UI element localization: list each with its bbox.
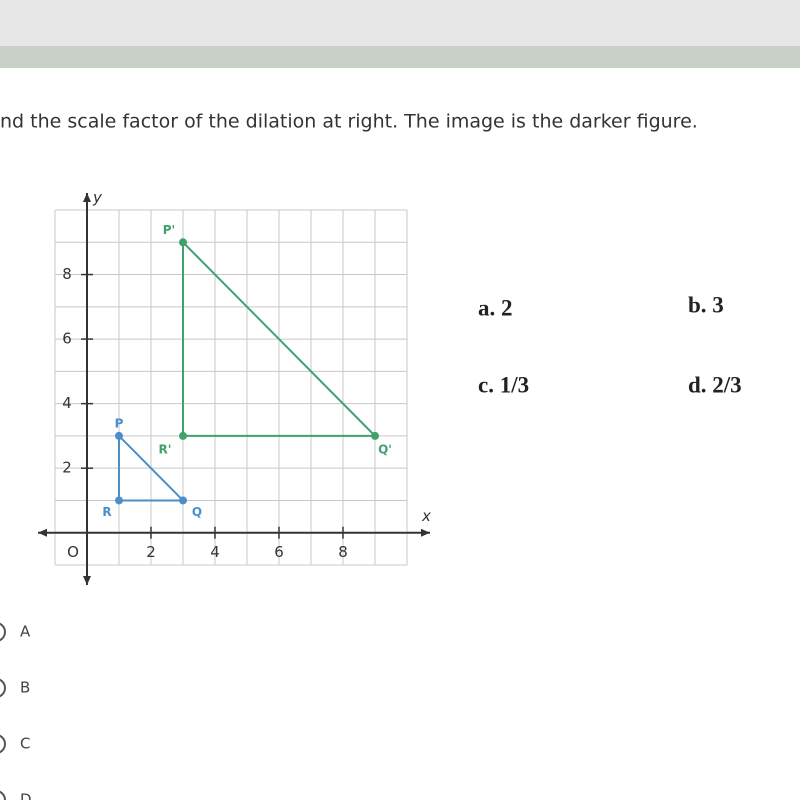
triangle [182,239,378,437]
vertex-label: P [115,416,124,430]
y-tick-label: 2 [62,459,72,477]
x-tick-label: 2 [146,543,156,561]
vertex [179,431,187,440]
radio-button[interactable] [0,734,6,754]
y-tick-label: 6 [62,330,72,348]
origin-label: O [67,543,79,561]
answer-option: c. 1/3 [478,372,529,397]
y-tick-label: 4 [62,394,72,412]
options: a. 2 b. 3 c. 1/3 d. 2/3 [478,292,742,397]
vertex [115,496,123,505]
triangle [118,433,186,502]
graph: x y O 2 4 6 8 2 4 6 8 P Q R P' Q' R' [38,189,431,585]
radio-button[interactable] [0,790,6,800]
vertex-label: R' [159,442,172,456]
vertex [179,238,187,247]
vertex-label: P' [163,223,175,237]
y-tick-label: 8 [62,265,72,283]
choice-label[interactable]: A [20,623,31,641]
x-tick-label: 8 [338,543,348,561]
choices: A B C D [0,623,32,800]
question-text: nd the scale factor of the dilation at r… [0,111,698,133]
top-bar [0,0,800,46]
vertex [115,431,123,440]
vertex [179,496,187,505]
radio-button[interactable] [0,678,6,698]
x-tick-label: 6 [274,543,284,561]
header-band [0,46,800,68]
choice-label[interactable]: B [20,679,30,697]
y-axis-label: y [92,189,103,207]
radio-button[interactable] [0,622,6,642]
choice-label[interactable]: C [20,735,30,753]
x-axis-label: x [421,507,431,525]
vertex-label: R [102,505,111,519]
answer-option: a. 2 [478,295,513,320]
x-tick-label: 4 [210,543,220,561]
vertex [371,431,379,440]
vertex-label: Q [192,505,202,519]
choice-label[interactable]: D [20,791,32,800]
vertex-label: Q' [378,442,392,456]
answer-option: b. 3 [688,292,724,317]
answer-option: d. 2/3 [688,372,742,397]
